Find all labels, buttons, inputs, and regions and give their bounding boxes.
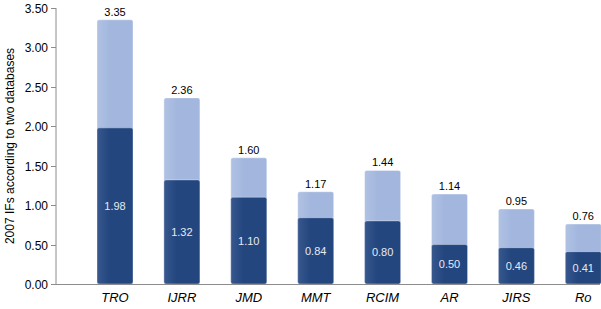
bar (164, 98, 200, 284)
data-label: 0.84 (305, 245, 326, 257)
y-tick (51, 87, 56, 88)
data-label: 0.46 (506, 260, 527, 272)
x-tick-label: TRO (101, 290, 128, 305)
data-label: 1.17 (305, 178, 326, 190)
bar (298, 218, 334, 284)
y-tick-label: 0.00 (25, 278, 49, 292)
x-tick-label: MMT (301, 290, 332, 305)
data-label: 3.35 (104, 6, 125, 18)
data-label: 1.10 (238, 235, 259, 247)
data-label: 1.32 (171, 226, 192, 238)
x-tick-label: IJRR (167, 290, 196, 305)
y-tick-label: 0.50 (25, 239, 49, 253)
bar (498, 209, 534, 284)
bar (365, 170, 401, 284)
y-tick-label: 1.50 (25, 160, 49, 174)
bar (432, 194, 468, 284)
y-tick-label: 3.00 (25, 41, 49, 55)
x-tick-label: JMD (234, 290, 262, 305)
y-tick (51, 245, 56, 246)
y-axis-label: 2007 IFs according to two databases (3, 48, 17, 244)
x-tick-label: AR (439, 290, 458, 305)
data-label: 0.80 (372, 246, 393, 258)
y-tick (51, 166, 56, 167)
bar (298, 192, 334, 284)
y-tick (51, 47, 56, 48)
data-label: 1.44 (372, 156, 393, 168)
data-label: 1.60 (238, 144, 259, 156)
y-tick-label: 1.00 (25, 199, 49, 213)
y-tick (51, 8, 56, 9)
y-tick (51, 126, 56, 127)
bar (164, 180, 200, 284)
bar (365, 221, 401, 284)
bar (231, 158, 267, 284)
bar (432, 245, 468, 284)
bar (97, 20, 133, 284)
x-tick-label: RCIM (366, 290, 399, 305)
data-label: 2.36 (171, 84, 192, 96)
data-label: 0.50 (439, 258, 460, 270)
y-tick (51, 284, 56, 285)
x-tick-label: Ro (575, 290, 592, 305)
data-label: 0.41 (573, 262, 594, 274)
y-tick-label: 2.50 (25, 81, 49, 95)
bar (498, 248, 534, 284)
data-label: 0.95 (506, 195, 527, 207)
y-tick (51, 205, 56, 206)
chart: 0.00 0.50 1.00 1.50 2.00 2.50 3.00 3.50 2007 IFs… (0, 0, 601, 309)
bar (231, 197, 267, 284)
bars (97, 20, 601, 284)
bar (565, 224, 601, 284)
y-axis (56, 8, 57, 284)
data-label: 0.76 (573, 210, 594, 222)
bar (97, 128, 133, 284)
x-tick-label: JIRS (501, 290, 531, 305)
y-tick-label: 2.00 (25, 120, 49, 134)
x-axis (56, 284, 600, 285)
y-tick-label: 3.50 (25, 2, 49, 16)
data-label: 1.14 (439, 180, 460, 192)
data-label: 1.98 (104, 200, 125, 212)
data-labels: 3.35 2.36 1.60 1.17 1.44 1.14 0.95 0.76 1.98 1.32… (104, 6, 594, 274)
bar (565, 252, 601, 284)
